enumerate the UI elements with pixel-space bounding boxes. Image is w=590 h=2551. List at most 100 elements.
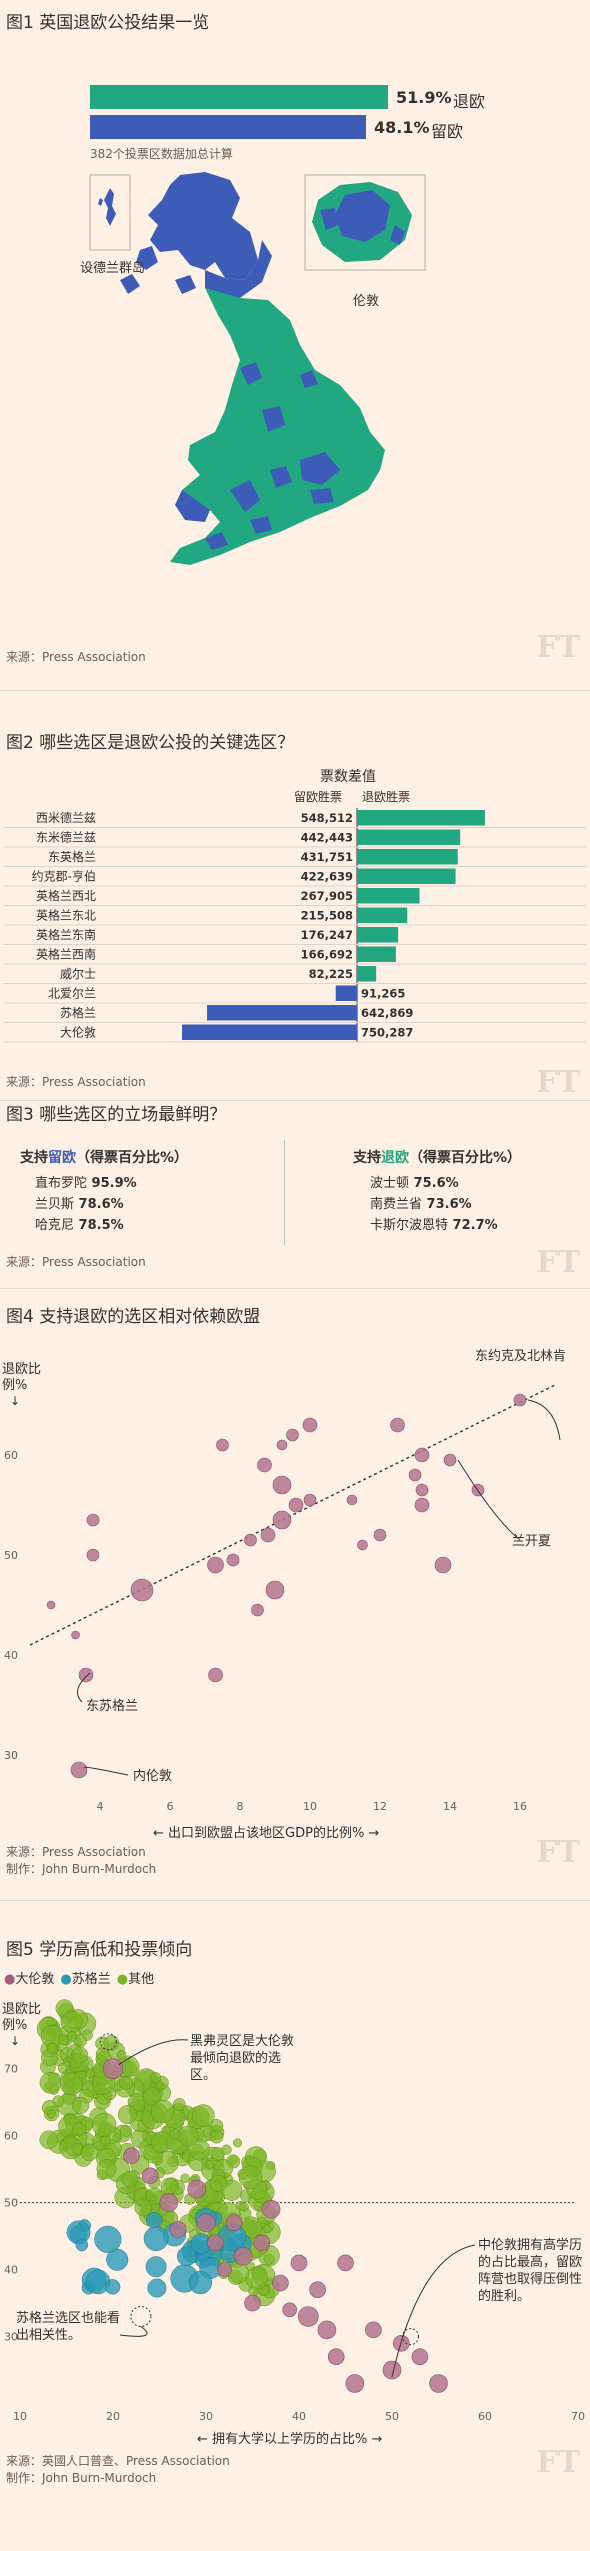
fig5-highlight-ring — [130, 2306, 152, 2327]
fig3-list-item: 波士顿 75.6% — [370, 1172, 459, 1191]
fig4-ytick: 30 — [4, 1749, 18, 1762]
fig4-point — [443, 1453, 457, 1467]
fig5-point-london — [282, 2302, 298, 2318]
fig3-source: 来源：Press Association — [6, 1255, 146, 1269]
fig5-point-other — [172, 2097, 186, 2111]
fig5-point-london — [365, 2321, 382, 2339]
fig3-leave-head: 支持退欧（得票百分比%） — [353, 1150, 522, 1166]
separator — [0, 690, 590, 691]
fig5-ann3: 苏格兰选区也能看出相关性。 — [16, 2311, 121, 2343]
fig5-point-other — [134, 2198, 153, 2217]
fig5-point-other — [262, 2224, 272, 2234]
legend-dot-icon: ● — [60, 1972, 72, 1987]
fig3-item-name: 哈克尼 — [35, 1218, 75, 1233]
fig2-col-leave: 退欧胜票 — [362, 790, 411, 804]
fig5-point-london — [345, 2374, 365, 2393]
fig5-point-london — [102, 2058, 124, 2079]
fig4-point — [415, 1483, 429, 1497]
fig4-point — [86, 1513, 100, 1527]
fig2-bar — [207, 1005, 357, 1021]
fig2-category-label: 北爱尔兰 — [48, 986, 96, 1001]
fig3-item-value: 75.6% — [409, 1176, 459, 1191]
fig5-point-london — [317, 2320, 337, 2340]
fig5-point-other — [39, 2071, 62, 2094]
fig2-value-label: 431,751 — [301, 850, 353, 864]
fig5-point-other — [117, 2105, 137, 2125]
legend-dot-icon: ● — [4, 1972, 16, 1987]
fig2-bar — [357, 868, 456, 884]
fig5-ytick: 60 — [4, 2130, 18, 2143]
fig5-point-other — [81, 2144, 99, 2162]
ft-logo: FT — [536, 1065, 580, 1100]
fig5-point-london — [261, 2200, 281, 2219]
uk-map — [89, 172, 426, 565]
fig4-ann-arrow — [457, 1459, 521, 1541]
fig4-yarrow: ↓ — [10, 1394, 21, 1408]
fig3-item-name: 卡斯尔波恩特 — [370, 1218, 449, 1233]
fig5-point-other — [263, 2253, 275, 2265]
fig4-point — [86, 1548, 100, 1562]
fig5-point-london — [429, 2374, 448, 2393]
fig5-ytick: 50 — [4, 2197, 18, 2210]
fig5-point-london — [123, 2147, 140, 2164]
fig5-point-scotland — [75, 2238, 89, 2252]
remain-bar — [90, 115, 366, 139]
fig2-value-label: 750,287 — [361, 1026, 413, 1040]
fig5-ytick: 30 — [4, 2331, 18, 2344]
fig5-point-other — [72, 2096, 90, 2114]
fig3-list-item: 卡斯尔波恩特 72.7% — [370, 1214, 498, 1233]
fig5-point-other — [60, 2011, 83, 2033]
fig2-category-label: 英格兰东北 — [36, 908, 96, 923]
fig5-point-london — [253, 2234, 271, 2252]
fig3-list-item: 哈克尼 78.5% — [35, 1214, 124, 1233]
fig4-source: 来源：Press Association — [6, 1845, 146, 1859]
fig2-category-label: 英格兰西南 — [36, 947, 96, 962]
fig4-xtick: 10 — [303, 1800, 317, 1813]
fig4-ann-arrow — [84, 1766, 129, 1776]
fig4-xtick: 8 — [237, 1800, 244, 1813]
fig5-point-other — [121, 2170, 138, 2188]
fig5-point-other — [239, 2201, 249, 2212]
fig4-point — [303, 1493, 317, 1507]
fig5-ann-arrow — [391, 2244, 476, 2377]
fig5-point-london — [196, 2213, 216, 2232]
fig2-bar — [357, 946, 396, 962]
fig4-point — [265, 1580, 285, 1600]
separator — [0, 1900, 590, 1901]
fig2-value-label: 442,443 — [301, 831, 353, 845]
fig3-item-value: 73.6% — [422, 1197, 472, 1212]
fig4-ytick: 60 — [4, 1449, 18, 1462]
fig5-point-london — [207, 2234, 224, 2252]
fig5-point-other — [66, 2031, 78, 2042]
fig5-ann-arrow — [119, 2326, 148, 2337]
leave-bar — [90, 85, 388, 109]
fig3-title: 图3 哪些选区的立场最鲜明？ — [6, 1105, 227, 1125]
fig5-point-scotland — [176, 2246, 197, 2267]
fig5-legend-item: ●大伦敦 — [4, 1972, 54, 1987]
fig5-point-scotland — [188, 2270, 213, 2295]
fig5-ytick: 40 — [4, 2264, 18, 2277]
fig5-xtick: 60 — [478, 2410, 492, 2423]
fig2-bar — [357, 888, 420, 904]
fig5-point-other — [119, 2124, 133, 2137]
fig5-legend-item: ●苏格兰 — [60, 1972, 110, 1987]
fig4-ytick: 40 — [4, 1649, 18, 1662]
fig5-yarrow: ↓ — [10, 2034, 21, 2048]
ft-logo: FT — [536, 2445, 580, 2480]
fig5-point-other — [180, 2173, 190, 2183]
fig5-point-other — [59, 2072, 83, 2096]
fig2-category-label: 英格兰东南 — [36, 927, 96, 942]
fig5-xtick: 70 — [571, 2410, 585, 2423]
fig4-ytick: 50 — [4, 1549, 18, 1562]
fig5-point-other — [119, 2076, 133, 2090]
fig5-point-london — [337, 2254, 354, 2272]
fig5-point-other — [205, 2159, 215, 2169]
fig4-xtick: 4 — [97, 1800, 104, 1813]
fig2-bar — [357, 966, 377, 982]
fig2-category-label: 苏格兰 — [60, 1005, 96, 1020]
fig4-point — [346, 1494, 358, 1506]
fig4-title: 图4 支持退欧的选区相对依赖欧盟 — [6, 1307, 261, 1327]
fig5-legend-item: ●其他 — [117, 1972, 154, 1987]
fig5-point-scotland — [145, 2256, 167, 2278]
fig3-item-name: 南费兰省 — [370, 1197, 423, 1212]
